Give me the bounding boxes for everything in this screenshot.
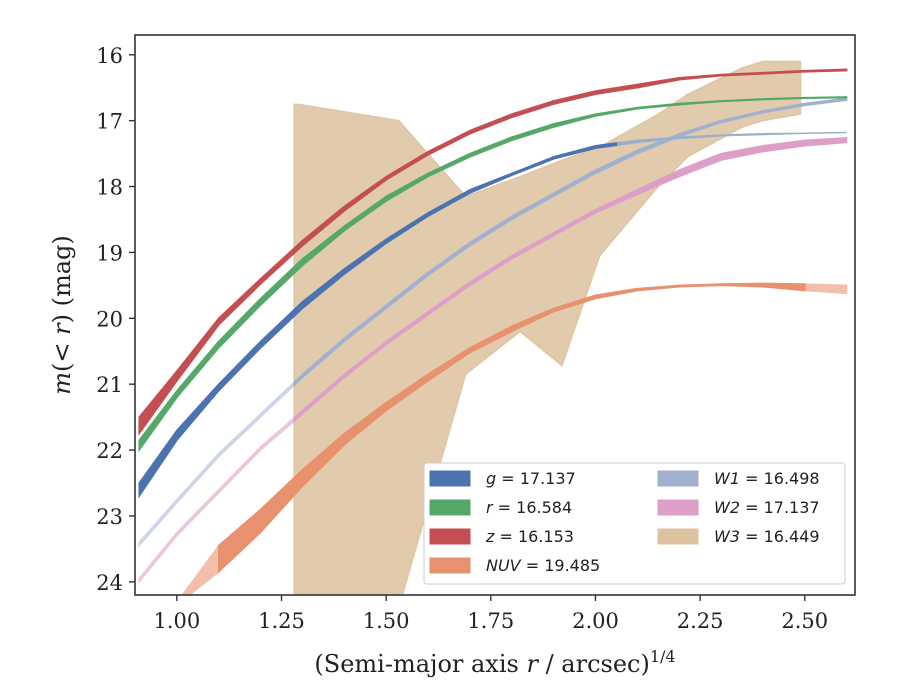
series-nuv [181, 282, 848, 595]
x-tick-label: 1.50 [363, 609, 410, 633]
legend-label: NUV = 19.485 [486, 556, 600, 575]
y-tick-label: 24 [96, 571, 123, 595]
legend-item: NUV = 19.485 [429, 556, 600, 575]
plot-frame [134, 34, 856, 596]
x-tick-label: 2.00 [572, 609, 619, 633]
legend-label: W1 = 16.498 [714, 469, 820, 488]
legend-frame [423, 462, 846, 585]
y-tick-label: 22 [96, 439, 123, 463]
legend-item: W3 = 16.449 [657, 527, 820, 546]
legend-item: W2 = 17.137 [657, 498, 820, 517]
series-w1 [138, 97, 848, 548]
y-tick-label: 23 [96, 505, 123, 529]
legend-label-var: W3 [714, 527, 740, 546]
legend-label-value: = 16.449 [740, 527, 820, 546]
x-axis: 1.00 1.25 1.50 1.75 2.00 2.25 2.50 [153, 595, 828, 633]
y-axis-label: m(< r) (mag) [48, 235, 76, 395]
x-tick-label: 1.25 [258, 609, 305, 633]
y-tick-label: 18 [96, 176, 123, 200]
legend-label: g = 17.137 [486, 469, 576, 488]
x-axis-label-main: (Semi-major axis [314, 650, 526, 678]
legend-swatch [429, 499, 471, 516]
y-tick-label: 20 [96, 307, 123, 331]
legend-label-value: = 16.498 [740, 469, 820, 488]
legend-item: z = 16.153 [429, 527, 574, 546]
y-tick-label: 21 [96, 373, 123, 397]
series-band [293, 97, 848, 388]
legend-label-value: = 16.153 [494, 527, 574, 546]
x-axis-label-mid: / arcsec) [538, 650, 650, 678]
y-axis-label-open: (< [48, 335, 76, 372]
legend-swatch [657, 470, 699, 487]
series-band [293, 137, 848, 423]
legend-label-value: = 17.137 [496, 469, 576, 488]
legend-swatch [429, 557, 471, 574]
series-band [138, 68, 848, 436]
legend-label: W2 = 17.137 [714, 498, 820, 517]
x-tick-label: 2.25 [677, 609, 724, 633]
series-band [217, 282, 806, 574]
y-axis-label-close: ) (mag) [48, 235, 76, 323]
x-tick-label: 2.50 [781, 609, 828, 633]
legend-label: W3 = 16.449 [714, 527, 820, 546]
legend-label-var: W2 [714, 498, 740, 517]
y-tick-label: 16 [96, 44, 123, 68]
legend-label-var: r [486, 498, 494, 517]
legend-label-value: = 17.137 [740, 498, 820, 517]
legend-label-value: = 16.584 [493, 498, 573, 517]
x-axis-label-sup: 1/4 [650, 647, 676, 666]
legend-label-var: z [485, 527, 495, 546]
legend-item: g = 17.137 [429, 469, 576, 488]
series-z [138, 68, 848, 436]
legend-swatch [657, 499, 699, 516]
y-axis: 16 17 18 19 20 21 22 23 24 [96, 44, 135, 595]
series-band [293, 60, 802, 595]
series-band [138, 96, 848, 453]
legend-swatch [429, 528, 471, 545]
y-tick-label: 19 [96, 241, 123, 265]
x-axis-label-var: r [526, 650, 539, 678]
x-tick-label: 1.00 [153, 609, 200, 633]
legend-label-var: g [486, 469, 496, 488]
y-axis-label-m: m [48, 372, 76, 395]
x-axis-label: (Semi-major axis r / arcsec)1/4 [314, 647, 675, 678]
series-g [138, 131, 847, 499]
legend-item: r = 16.584 [429, 498, 572, 517]
series-r [138, 96, 848, 453]
series-w2 [138, 137, 848, 584]
y-tick-label: 17 [96, 110, 123, 134]
series-w3 [293, 60, 802, 595]
x-tick-label: 1.75 [467, 609, 514, 633]
legend-label: z = 16.153 [485, 527, 574, 546]
legend-swatch [429, 470, 471, 487]
legend-label-value: = 19.485 [521, 556, 601, 575]
y-axis-label-r: r [48, 322, 76, 335]
series-band-faded [615, 131, 847, 147]
series-band [138, 142, 618, 499]
series-layer [138, 60, 848, 595]
legend-item: W1 = 16.498 [657, 469, 820, 488]
legend-label: r = 16.584 [486, 498, 572, 517]
legend-label-var: W1 [714, 469, 740, 488]
legend-label-var: NUV [486, 556, 522, 575]
legend-swatch [657, 528, 699, 545]
